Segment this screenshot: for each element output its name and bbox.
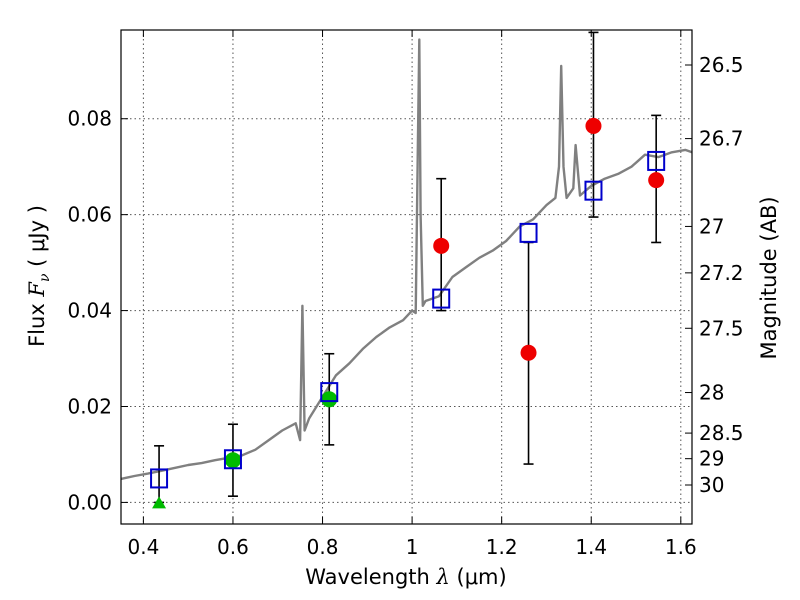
mag-tick-label: 28 [699, 381, 724, 405]
observed-point [585, 117, 602, 134]
y2-axis-label: Magnitude (AB) [757, 196, 781, 359]
mag-tick-label: 27.2 [699, 261, 744, 285]
mag-tick-label: 26.7 [699, 127, 744, 151]
model-spectrum-line [120, 38, 693, 481]
y-ticks: 0.00 0.02 0.04 0.06 0.08 [67, 107, 128, 514]
y-axis-label: Flux Fν ( μJy ) [25, 205, 53, 347]
mag-tick-label: 30 [699, 473, 724, 497]
green-point [321, 391, 338, 408]
x-tick-label: 1.6 [665, 535, 697, 559]
x-tick-label: 1.4 [575, 535, 607, 559]
plot-frame [120, 29, 693, 525]
mag-tick-label: 26.5 [699, 53, 744, 77]
mag-tick-label: 29 [699, 447, 724, 471]
model-point-square [432, 288, 451, 309]
mag-tick-label: 27 [699, 214, 724, 238]
model-point-square [647, 150, 666, 171]
x-ticks: 0.4 0.6 0.8 1 1.2 1.4 1.6 [127, 30, 697, 559]
observed-point [648, 172, 665, 189]
x-tick-label: 0.8 [307, 535, 339, 559]
model-point-square [150, 468, 169, 489]
mag-tick-label: 27.5 [699, 316, 744, 340]
x-axis-label: Wavelength λ (μm) [305, 565, 506, 589]
x-tick-label: 0.6 [217, 535, 249, 559]
observed-point [433, 237, 450, 254]
model-point-square [223, 449, 242, 470]
y-tick-label: 0.08 [67, 107, 112, 131]
y-tick-label: 0.02 [67, 394, 112, 418]
error-bars [154, 31, 662, 504]
y-tick-label: 0.04 [67, 299, 112, 323]
model-point-square [584, 180, 603, 201]
green-upper-limit-triangle [152, 496, 167, 509]
x-tick-label: 1 [406, 535, 419, 559]
green-point [224, 452, 241, 469]
model-point-square [320, 382, 339, 403]
observed-point [520, 344, 537, 361]
mag-tick-label: 28.5 [699, 421, 744, 445]
model-point-square [519, 222, 538, 243]
markers [150, 117, 666, 509]
y-tick-label: 0.00 [67, 490, 112, 514]
y-tick-label: 0.06 [67, 203, 112, 227]
x-tick-label: 0.4 [127, 535, 159, 559]
grid [121, 30, 692, 524]
model-spectrum [120, 38, 693, 481]
x-tick-label: 1.2 [486, 535, 518, 559]
